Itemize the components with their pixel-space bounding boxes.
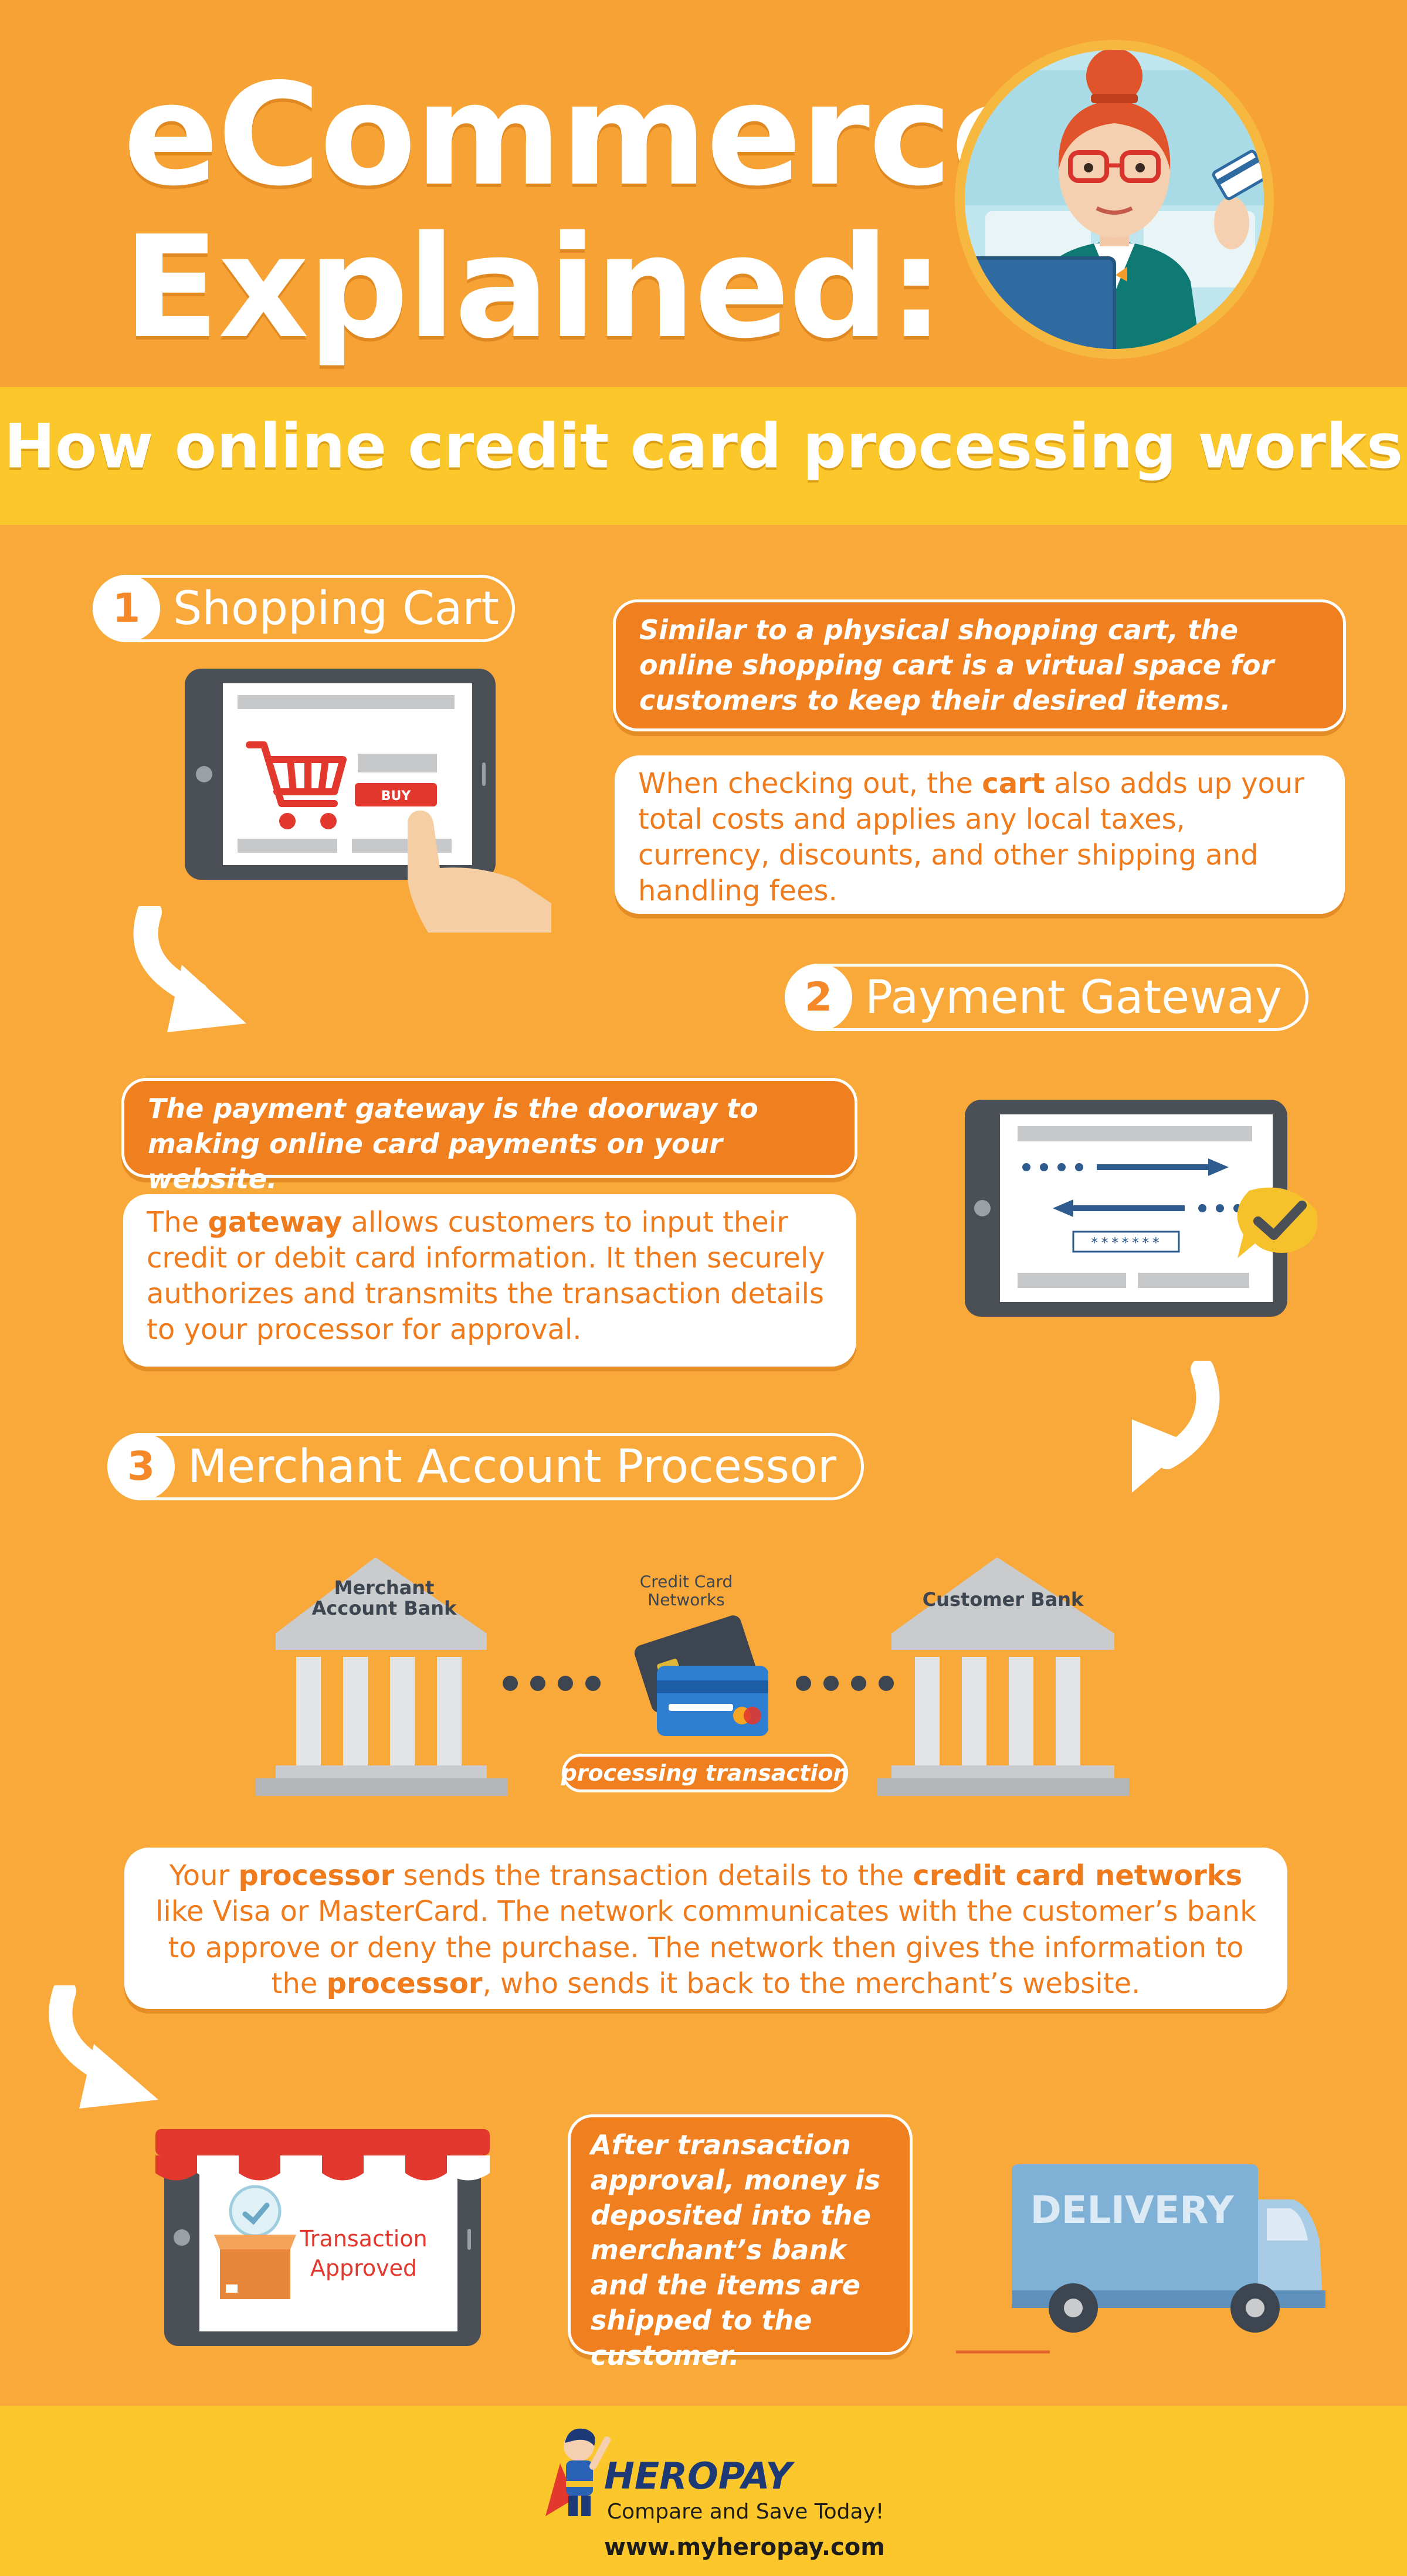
- merchant-bank-icon: [255, 1557, 507, 1796]
- page-title-line-2: Explained:: [123, 205, 944, 370]
- tablet-payment-gateway-illustration: *******: [965, 1100, 1318, 1317]
- tablet-shopping-cart-illustration: BUY: [185, 669, 551, 933]
- transaction-approved-line-1: Transaction: [299, 2226, 427, 2252]
- connection-dots: [796, 1676, 894, 1691]
- step-3-keyword-networks: credit card networks: [913, 1859, 1243, 1892]
- transaction-approved-line-2: Approved: [310, 2255, 417, 2281]
- step-3-number: 3: [107, 1433, 175, 1500]
- delivery-truck-icon: DELIVERY: [956, 2164, 1325, 2354]
- step-1-pill: 1 Shopping Cart: [93, 575, 515, 642]
- delivery-label: DELIVERY: [1030, 2189, 1234, 2232]
- website-url: www.myheropay.com: [604, 2534, 885, 2561]
- step-1-title: Shopping Cart: [173, 582, 500, 635]
- step-2-number: 2: [785, 964, 852, 1031]
- step-3-detail-text-1: Your: [169, 1859, 239, 1892]
- step-2-intro-box: The payment gateway is the doorway to ma…: [121, 1078, 857, 1195]
- footer-band: [0, 2406, 1407, 2576]
- buy-button-label: BUY: [381, 789, 412, 804]
- credit-cards-icon: [634, 1615, 768, 1736]
- masked-password-field: *******: [1090, 1235, 1162, 1251]
- step-2-detail-text: The: [147, 1206, 208, 1239]
- step-2-title: Payment Gateway: [865, 971, 1282, 1024]
- step-3-detail-text-2: sends the transaction details to the: [394, 1859, 913, 1892]
- step-2-detail-keyword: gateway: [208, 1206, 343, 1239]
- connection-dots: [503, 1676, 601, 1691]
- curved-arrow-icon: [133, 906, 246, 1032]
- step-3-pill: 3 Merchant Account Processor: [107, 1433, 864, 1500]
- step-1-number: 1: [93, 575, 160, 642]
- step-1-detail-text-rest: also adds up your total costs and applie…: [638, 767, 1305, 907]
- processing-transaction-label: processing transaction: [561, 1754, 849, 1792]
- step-2-detail-box: The gateway allows customers to input th…: [123, 1194, 856, 1367]
- step-2-detail-text-rest: allows customers to input their credit o…: [147, 1206, 825, 1346]
- final-summary-box: After transaction approval, money is dep…: [568, 2114, 913, 2371]
- credit-card-networks-label: Credit Card Networks: [639, 1572, 733, 1609]
- merchant-bank-label: Merchant Account Bank: [311, 1577, 457, 1620]
- subtitle-band: [0, 387, 1407, 525]
- step-1-detail-keyword: cart: [982, 767, 1045, 800]
- brand-tagline: Compare and Save Today!: [607, 2500, 884, 2524]
- step-3-title: Merchant Account Processor: [188, 1440, 836, 1493]
- customer-bank-icon: [877, 1557, 1129, 1796]
- brand-logo-text: HEROPAY: [604, 2455, 792, 2497]
- step-3-detail-text-4: , who sends it back to the merchant’s we…: [482, 1967, 1141, 2001]
- shopper-avatar-illustration: [955, 40, 1274, 359]
- step-3-detail-box: Your processor sends the transaction det…: [124, 1848, 1287, 2009]
- step-2-pill: 2 Payment Gateway: [785, 964, 1308, 1031]
- step-3-keyword-processor: processor: [238, 1859, 395, 1892]
- hero-mascot-icon: [545, 2428, 611, 2516]
- curved-arrow-icon: [49, 1985, 158, 2109]
- page-title-line-1: eCommerce: [123, 53, 1046, 217]
- step-1-detail-box: When checking out, the cart also adds up…: [615, 755, 1345, 914]
- page-subtitle: How online credit card processing works: [4, 411, 1403, 482]
- curved-arrow-icon: [1132, 1361, 1220, 1493]
- step-1-detail-text: When checking out, the: [638, 767, 982, 800]
- step-3-detail-text-3: like Visa or MasterCard. The network com…: [155, 1895, 1256, 2001]
- step-3-keyword-processor-2: processor: [326, 1967, 483, 2001]
- customer-bank-label: Customer Bank: [922, 1588, 1084, 1611]
- step-1-intro-box: Similar to a physical shopping cart, the…: [613, 599, 1346, 731]
- storefront-tablet-illustration: Transaction Approved: [155, 2129, 490, 2346]
